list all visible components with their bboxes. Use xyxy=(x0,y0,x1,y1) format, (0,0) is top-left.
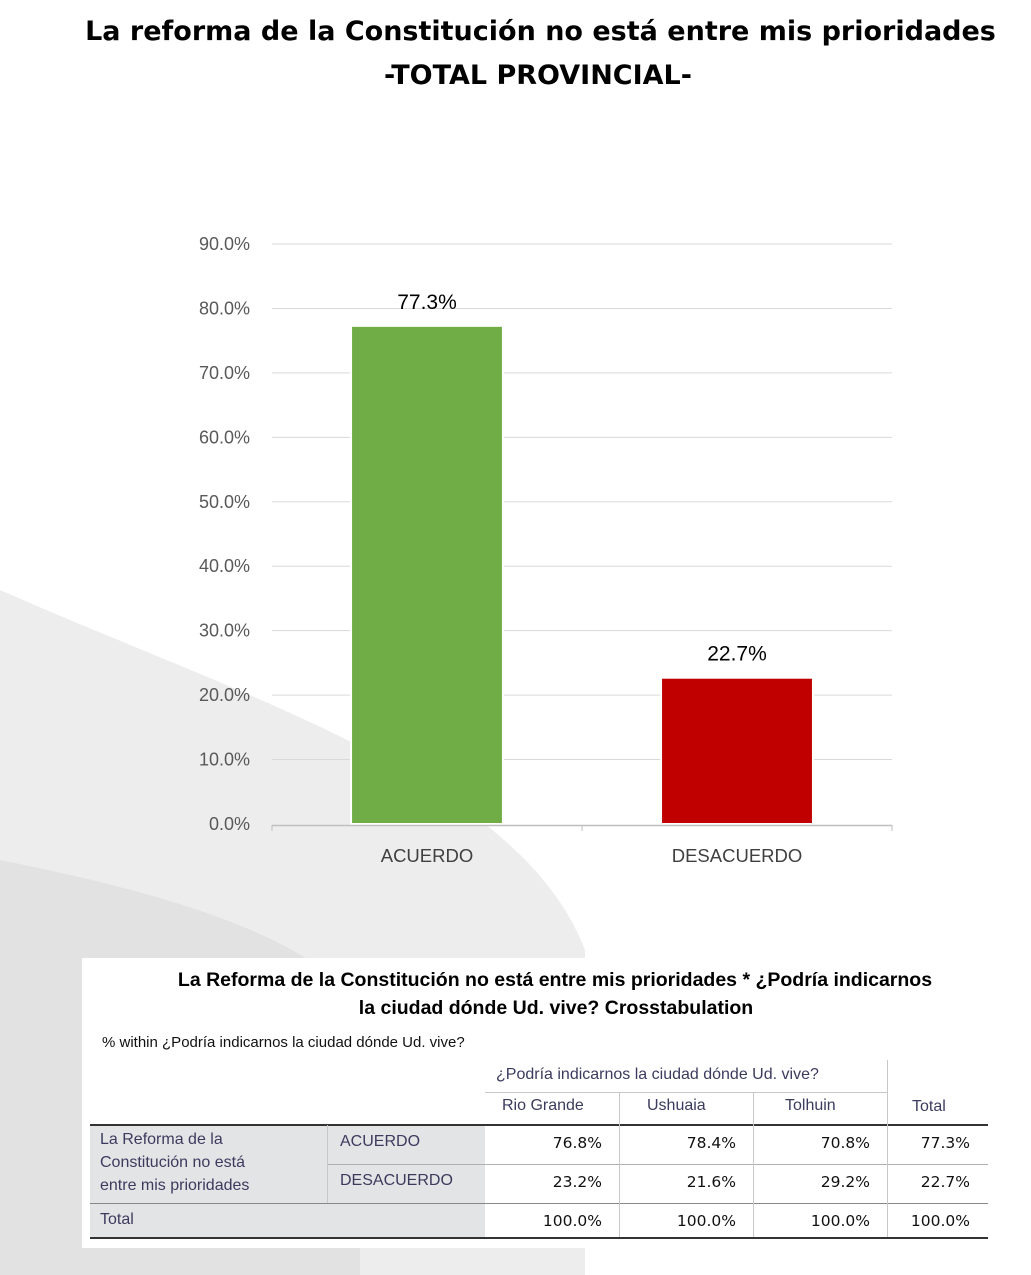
cell-desacuerdo-total: 22.7% xyxy=(920,1173,970,1191)
column-header-total: Total xyxy=(912,1098,946,1115)
crosstab-title-line-2: la ciudad dónde Ud. vive? Crosstabulatio… xyxy=(358,997,754,1019)
header-mid-line xyxy=(485,1092,887,1093)
y-tick-label: 80.0% xyxy=(199,298,250,318)
x-category-label-acuerdo: ACUERDO xyxy=(381,845,474,866)
row-divider xyxy=(327,1164,988,1165)
column-header-rio-grande: Rio Grande xyxy=(502,1097,584,1114)
y-tick-label: 70.0% xyxy=(199,363,250,383)
page-title: La reforma de la Constitución no está en… xyxy=(0,10,1031,98)
cell-acuerdo-ushuaia: 78.4% xyxy=(686,1134,736,1152)
bar-desacuerdo xyxy=(660,676,814,826)
title-line-1: La reforma de la Constitución no está en… xyxy=(85,16,996,47)
y-axis-ticks: 0.0% 10.0% 20.0% 30.0% 40.0% 50.0% 60.0% 70.0% 8… xyxy=(199,234,250,834)
row-group-label-1: La Reforma de la xyxy=(100,1131,223,1148)
x-axis: ACUERDO DESACUERDO xyxy=(271,824,893,866)
x-category-label-desacuerdo: DESACUERDO xyxy=(672,845,803,866)
row-header-shade xyxy=(90,1125,485,1237)
y-tick-label: 50.0% xyxy=(199,492,250,512)
cell-desacuerdo-ushuaia: 21.6% xyxy=(686,1173,736,1191)
row-label-divider xyxy=(327,1125,328,1203)
table-bottom-line xyxy=(90,1237,988,1239)
column-header-tolhuin: Tolhuin xyxy=(785,1097,836,1114)
y-tick-label: 10.0% xyxy=(199,750,250,770)
data-label-desacuerdo: 22.7% xyxy=(707,643,767,666)
total-divider xyxy=(90,1203,988,1204)
bar-acuerdo xyxy=(350,324,504,825)
row-label-acuerdo: ACUERDO xyxy=(340,1133,421,1150)
crosstab-title: La Reforma de la Constitución no está en… xyxy=(82,966,1010,1022)
header-top-line xyxy=(90,1124,988,1126)
cell-total-tolhuin: 100.0% xyxy=(810,1212,870,1230)
cell-acuerdo-rio-grande: 76.8% xyxy=(552,1134,602,1152)
cell-acuerdo-total: 77.3% xyxy=(920,1134,970,1152)
y-tick-label: 20.0% xyxy=(199,685,250,705)
cell-total-total: 100.0% xyxy=(910,1212,970,1230)
y-tick-label: 60.0% xyxy=(199,427,250,447)
cell-total-ushuaia: 100.0% xyxy=(676,1212,736,1230)
cell-total-rio-grande: 100.0% xyxy=(542,1212,602,1230)
col-divider-3 xyxy=(887,1060,888,1237)
y-tick-label: 90.0% xyxy=(199,234,250,254)
column-group-header: ¿Podría indicarnos la ciudad dónde Ud. v… xyxy=(496,1066,819,1083)
chart-bars: 77.3% 22.7% xyxy=(350,291,814,826)
crosstab-note: % within ¿Podría indicarnos la ciudad dó… xyxy=(102,1034,465,1051)
y-tick-label: 0.0% xyxy=(209,814,250,834)
bar-chart: 0.0% 10.0% 20.0% 30.0% 40.0% 50.0% 60.0% 70.0% 8… xyxy=(199,234,893,866)
row-label-desacuerdo: DESACUERDO xyxy=(340,1172,453,1189)
y-tick-label: 40.0% xyxy=(199,556,250,576)
crosstab-title-line-1: La Reforma de la Constitución no está en… xyxy=(177,969,933,991)
row-group-label-3: entre mis prioridades xyxy=(100,1177,250,1194)
row-group-label-2: Constitución no está xyxy=(100,1154,245,1171)
crosstab-panel: La Reforma de la Constitución no está en… xyxy=(82,958,1010,1248)
data-label-acuerdo: 77.3% xyxy=(397,291,457,314)
cell-desacuerdo-tolhuin: 29.2% xyxy=(820,1173,870,1191)
col-divider-2 xyxy=(753,1093,754,1237)
title-line-2: -TOTAL PROVINCIAL- xyxy=(384,60,692,91)
row-label-total: Total xyxy=(100,1211,134,1228)
column-header-ushuaia: Ushuaia xyxy=(647,1097,706,1114)
y-tick-label: 30.0% xyxy=(199,621,250,641)
cell-desacuerdo-rio-grande: 23.2% xyxy=(552,1173,602,1191)
cell-acuerdo-tolhuin: 70.8% xyxy=(820,1134,870,1152)
col-divider-1 xyxy=(619,1093,620,1237)
